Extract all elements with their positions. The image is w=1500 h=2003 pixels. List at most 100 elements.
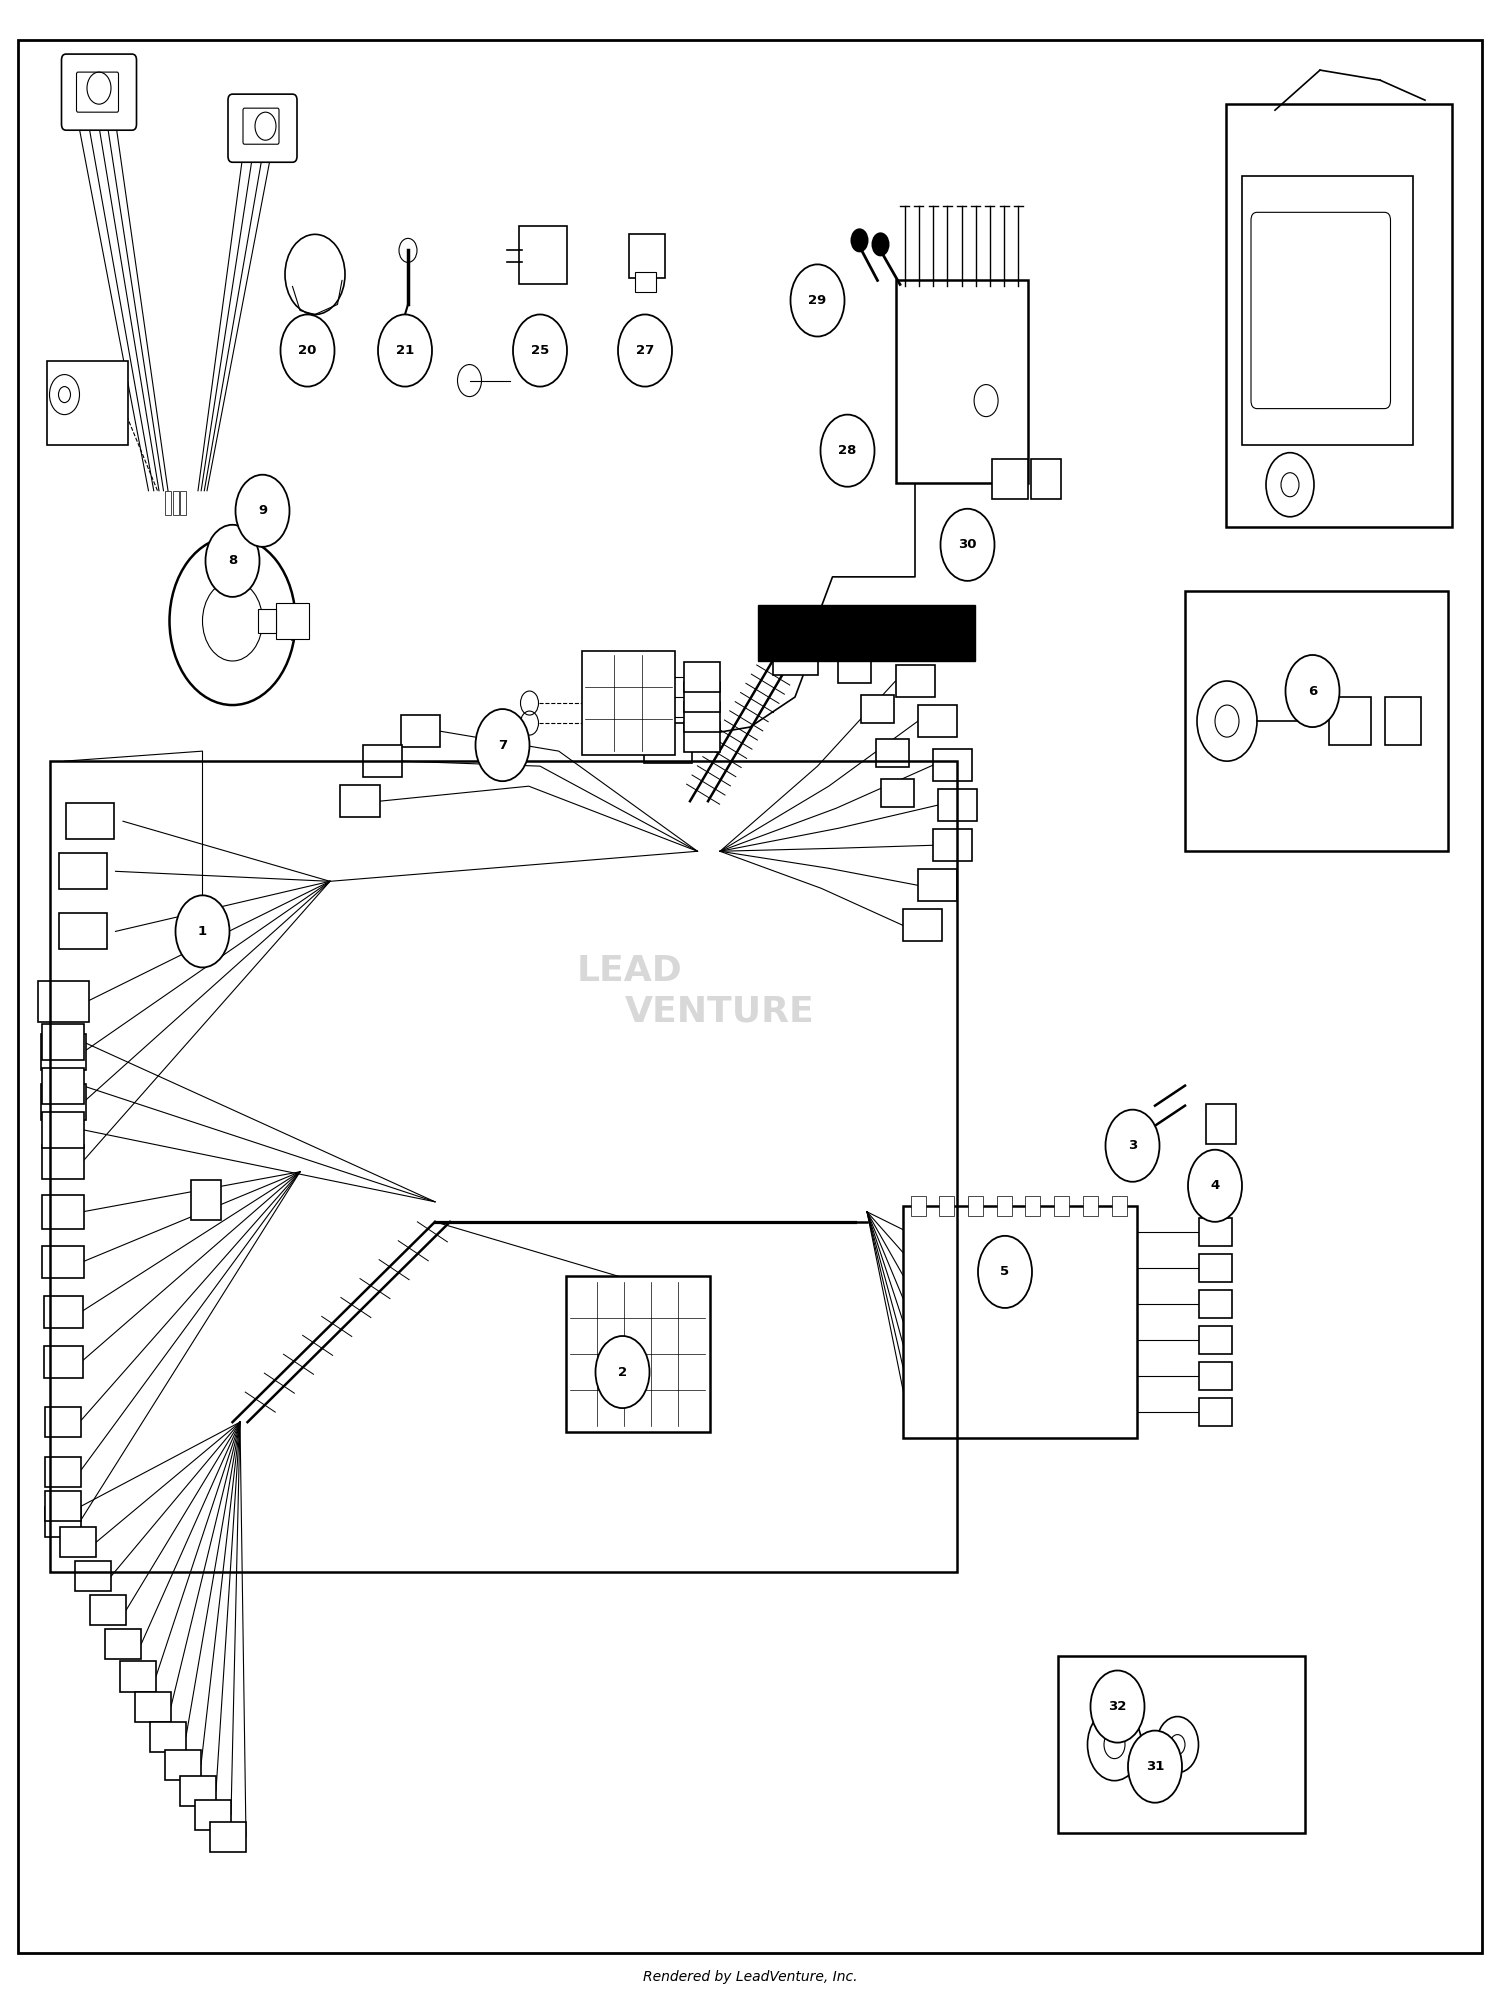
FancyBboxPatch shape bbox=[210, 1823, 246, 1851]
FancyBboxPatch shape bbox=[42, 1194, 84, 1228]
FancyBboxPatch shape bbox=[1226, 104, 1452, 527]
Text: 20: 20 bbox=[298, 345, 316, 357]
FancyBboxPatch shape bbox=[628, 234, 664, 278]
FancyBboxPatch shape bbox=[1030, 459, 1060, 499]
FancyBboxPatch shape bbox=[165, 1751, 201, 1781]
FancyBboxPatch shape bbox=[243, 108, 279, 144]
FancyBboxPatch shape bbox=[58, 913, 106, 949]
Bar bbox=[1083, 1196, 1098, 1216]
Bar bbox=[1054, 1196, 1070, 1216]
Bar bbox=[996, 1196, 1011, 1216]
FancyBboxPatch shape bbox=[46, 361, 128, 445]
Circle shape bbox=[821, 415, 874, 487]
FancyBboxPatch shape bbox=[105, 1630, 141, 1658]
Text: 4: 4 bbox=[1210, 1180, 1219, 1192]
FancyBboxPatch shape bbox=[120, 1662, 156, 1691]
FancyBboxPatch shape bbox=[150, 1721, 186, 1751]
Text: 31: 31 bbox=[1146, 1761, 1164, 1773]
FancyBboxPatch shape bbox=[228, 94, 297, 162]
FancyBboxPatch shape bbox=[90, 1594, 126, 1626]
FancyBboxPatch shape bbox=[276, 603, 309, 639]
Circle shape bbox=[596, 1336, 650, 1408]
Circle shape bbox=[1128, 1731, 1182, 1803]
FancyBboxPatch shape bbox=[684, 681, 720, 711]
FancyBboxPatch shape bbox=[918, 869, 957, 901]
FancyBboxPatch shape bbox=[62, 54, 136, 130]
FancyBboxPatch shape bbox=[1206, 1104, 1236, 1144]
FancyBboxPatch shape bbox=[903, 909, 942, 941]
FancyBboxPatch shape bbox=[363, 745, 402, 777]
FancyBboxPatch shape bbox=[938, 789, 976, 821]
FancyBboxPatch shape bbox=[58, 853, 106, 889]
Text: 2: 2 bbox=[618, 1366, 627, 1378]
Circle shape bbox=[280, 314, 334, 387]
FancyBboxPatch shape bbox=[75, 1562, 111, 1590]
FancyBboxPatch shape bbox=[38, 981, 88, 1022]
FancyBboxPatch shape bbox=[566, 1276, 710, 1432]
Text: 30: 30 bbox=[958, 539, 976, 551]
Circle shape bbox=[1106, 1110, 1160, 1182]
FancyBboxPatch shape bbox=[839, 655, 872, 683]
Circle shape bbox=[176, 895, 230, 967]
Circle shape bbox=[1188, 1150, 1242, 1222]
FancyBboxPatch shape bbox=[44, 1296, 82, 1328]
FancyBboxPatch shape bbox=[42, 1068, 84, 1104]
FancyBboxPatch shape bbox=[40, 1034, 86, 1070]
Circle shape bbox=[978, 1236, 1032, 1308]
Text: 8: 8 bbox=[228, 555, 237, 567]
FancyBboxPatch shape bbox=[876, 739, 909, 767]
FancyBboxPatch shape bbox=[76, 72, 118, 112]
Circle shape bbox=[513, 314, 567, 387]
FancyBboxPatch shape bbox=[634, 272, 656, 292]
FancyBboxPatch shape bbox=[684, 701, 720, 733]
FancyBboxPatch shape bbox=[340, 785, 380, 817]
FancyBboxPatch shape bbox=[1198, 1218, 1231, 1246]
FancyBboxPatch shape bbox=[42, 1112, 84, 1148]
FancyBboxPatch shape bbox=[933, 749, 972, 781]
FancyBboxPatch shape bbox=[933, 829, 972, 861]
FancyBboxPatch shape bbox=[644, 723, 692, 763]
Text: 7: 7 bbox=[498, 739, 507, 751]
Circle shape bbox=[206, 525, 260, 597]
Circle shape bbox=[850, 228, 868, 252]
Text: 5: 5 bbox=[1000, 1266, 1010, 1278]
Circle shape bbox=[790, 264, 844, 337]
Text: 21: 21 bbox=[396, 345, 414, 357]
FancyBboxPatch shape bbox=[880, 779, 914, 807]
Bar bbox=[968, 1196, 982, 1216]
Bar bbox=[758, 605, 975, 661]
Circle shape bbox=[618, 314, 672, 387]
FancyBboxPatch shape bbox=[684, 661, 720, 691]
FancyBboxPatch shape bbox=[1198, 1326, 1231, 1354]
FancyBboxPatch shape bbox=[903, 1206, 1137, 1438]
Text: 27: 27 bbox=[636, 345, 654, 357]
FancyBboxPatch shape bbox=[684, 721, 720, 751]
FancyBboxPatch shape bbox=[896, 280, 1028, 483]
FancyBboxPatch shape bbox=[45, 1506, 81, 1538]
FancyBboxPatch shape bbox=[1242, 176, 1413, 445]
Text: 1: 1 bbox=[198, 925, 207, 937]
Bar bbox=[172, 491, 178, 515]
Text: LEAD: LEAD bbox=[578, 955, 682, 987]
Text: Rendered by LeadVenture, Inc.: Rendered by LeadVenture, Inc. bbox=[642, 1971, 858, 1983]
Text: VENTURE: VENTURE bbox=[626, 995, 815, 1028]
FancyBboxPatch shape bbox=[400, 715, 439, 747]
FancyBboxPatch shape bbox=[992, 459, 1028, 499]
FancyBboxPatch shape bbox=[40, 1084, 86, 1120]
Circle shape bbox=[1090, 1671, 1144, 1743]
FancyBboxPatch shape bbox=[42, 1246, 84, 1278]
FancyBboxPatch shape bbox=[258, 609, 276, 633]
FancyBboxPatch shape bbox=[135, 1691, 171, 1723]
Text: 9: 9 bbox=[258, 505, 267, 517]
Text: 25: 25 bbox=[531, 345, 549, 357]
Bar bbox=[165, 491, 171, 515]
FancyBboxPatch shape bbox=[1198, 1290, 1231, 1318]
FancyBboxPatch shape bbox=[45, 1406, 81, 1438]
FancyBboxPatch shape bbox=[66, 803, 114, 839]
FancyBboxPatch shape bbox=[60, 1526, 96, 1558]
FancyBboxPatch shape bbox=[45, 1490, 81, 1522]
Bar bbox=[939, 1196, 954, 1216]
FancyBboxPatch shape bbox=[1198, 1398, 1231, 1426]
FancyBboxPatch shape bbox=[918, 705, 957, 737]
Bar bbox=[1026, 1196, 1041, 1216]
